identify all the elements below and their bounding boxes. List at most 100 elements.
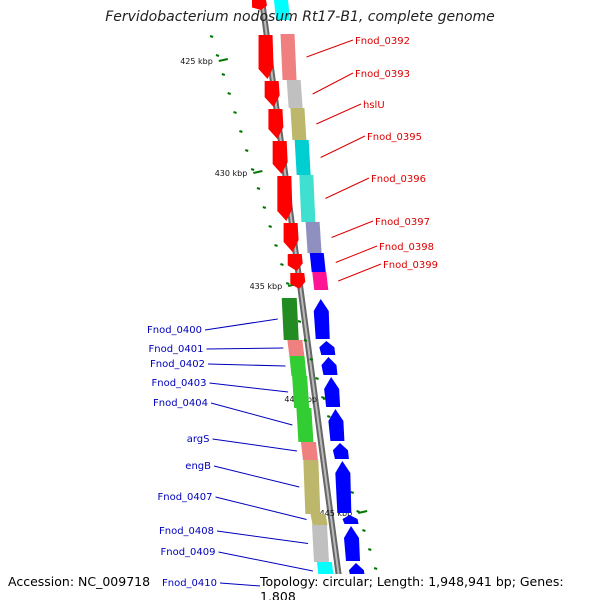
- gene-label: Fnod_0402: [150, 359, 205, 370]
- position-tick: [274, 244, 278, 247]
- position-tick: [309, 358, 314, 361]
- position-tick: [215, 54, 220, 57]
- gene-cog-block: [310, 514, 328, 525]
- gene-label-leader: [216, 530, 309, 544]
- gene-label-leader: [320, 135, 366, 158]
- kbp-tick: [253, 170, 263, 174]
- gene-label-leader: [218, 551, 314, 572]
- map-title: Fervidobacterium nodosum Rt17-B1, comple…: [105, 9, 495, 25]
- kbp-label: 425 kbp: [180, 57, 213, 66]
- gene-reverse-arrow: [324, 377, 341, 407]
- position-tick: [297, 320, 302, 323]
- gene-label-leader: [312, 72, 354, 95]
- kbp-label: 430 kbp: [215, 169, 248, 178]
- gene-cog-block: [287, 340, 305, 356]
- position-tick: [285, 282, 290, 285]
- gene-label-leader: [335, 245, 378, 263]
- kbp-label: 445 kbp: [320, 509, 353, 518]
- gene-cog-block: [305, 222, 322, 253]
- gene-forward-arrow: [258, 35, 274, 79]
- gene-reverse-arrow: [319, 341, 336, 355]
- gene-label-leader: [306, 39, 354, 58]
- gene-label: Fnod_0409: [160, 547, 215, 558]
- position-tick: [350, 491, 355, 494]
- position-tick: [362, 529, 366, 532]
- gene-cog-block: [292, 376, 310, 408]
- gene-label: argS: [187, 434, 210, 445]
- gene-label: Fnod_0393: [355, 69, 410, 80]
- position-tick: [250, 168, 255, 171]
- position-tick: [303, 339, 308, 342]
- kbp-tick: [218, 58, 229, 62]
- gene-cog-block: [294, 140, 311, 175]
- gene-cog-block: [299, 175, 316, 222]
- gene-reverse-arrow: [342, 515, 359, 524]
- position-tick: [367, 548, 372, 551]
- gene-cog-block: [312, 525, 329, 562]
- gene-cog-block: [280, 34, 297, 80]
- gene-reverse-arrow: [344, 526, 360, 561]
- position-tick: [373, 567, 378, 570]
- gene-forward-arrow: [277, 176, 293, 221]
- gene-reverse-arrow: [335, 461, 352, 513]
- gene-forward-arrow: [252, 0, 267, 10]
- gene-label-leader: [212, 438, 298, 452]
- gene-reverse-arrow: [328, 409, 345, 441]
- gene-label: hslU: [363, 100, 385, 111]
- gene-cog-block: [309, 253, 326, 272]
- gene-cog-block: [290, 108, 307, 140]
- gene-cog-block: [289, 356, 307, 376]
- gene-forward-arrow: [264, 81, 280, 107]
- position-tick: [262, 206, 267, 209]
- gene-reverse-arrow: [313, 299, 330, 339]
- gene-label: Fnod_0398: [379, 242, 434, 253]
- gene-label-leader: [207, 363, 286, 367]
- gene-label: Fnod_0410: [162, 578, 217, 589]
- gene-label-leader: [331, 220, 374, 238]
- position-tick: [315, 377, 319, 380]
- position-tick: [280, 263, 284, 266]
- gene-forward-arrow: [272, 141, 288, 174]
- gene-label: engB: [185, 461, 211, 472]
- position-tick: [244, 149, 249, 152]
- gene-label-leader: [204, 318, 278, 331]
- gene-cog-block: [300, 442, 318, 460]
- gene-label: Fnod_0404: [153, 398, 208, 409]
- gene-cog-block: [312, 272, 329, 290]
- gene-label: Fnod_0396: [371, 174, 426, 185]
- gene-forward-arrow: [287, 254, 303, 271]
- position-tick: [256, 187, 261, 190]
- gene-forward-arrow: [283, 223, 299, 252]
- gene-label-leader: [209, 382, 289, 393]
- gene-forward-arrow: [290, 273, 306, 289]
- gene-label: Fnod_0400: [147, 325, 202, 336]
- gene-label-leader: [215, 496, 307, 520]
- gene-label: Fnod_0399: [383, 260, 438, 271]
- position-tick: [209, 35, 214, 38]
- kbp-tick: [357, 510, 368, 514]
- gene-cog-block: [274, 0, 290, 20]
- gene-label: Fnod_0407: [157, 492, 212, 503]
- position-tick: [227, 92, 231, 95]
- gene-cog-block: [281, 298, 299, 340]
- genome-summary-text: Topology: circular; Length: 1,948,941 bp…: [260, 574, 600, 600]
- position-tick: [239, 130, 243, 133]
- gene-label-leader: [210, 402, 293, 426]
- kbp-label: 435 kbp: [250, 282, 283, 291]
- gene-label-leader: [213, 465, 300, 488]
- position-tick: [268, 225, 272, 228]
- gene-label-leader: [325, 177, 370, 199]
- gene-label: Fnod_0397: [375, 217, 430, 228]
- position-tick: [233, 111, 237, 114]
- gene-label: Fnod_0392: [355, 36, 410, 47]
- accession-text: Accession: NC_009718: [8, 574, 151, 589]
- gene-label: Fnod_0403: [151, 378, 206, 389]
- gene-label: Fnod_0408: [159, 526, 214, 537]
- gene-cog-block: [286, 80, 303, 108]
- gene-label: Fnod_0395: [367, 132, 422, 143]
- position-tick: [221, 73, 226, 76]
- gene-label: Fnod_0401: [148, 344, 203, 355]
- gene-reverse-arrow: [332, 443, 349, 459]
